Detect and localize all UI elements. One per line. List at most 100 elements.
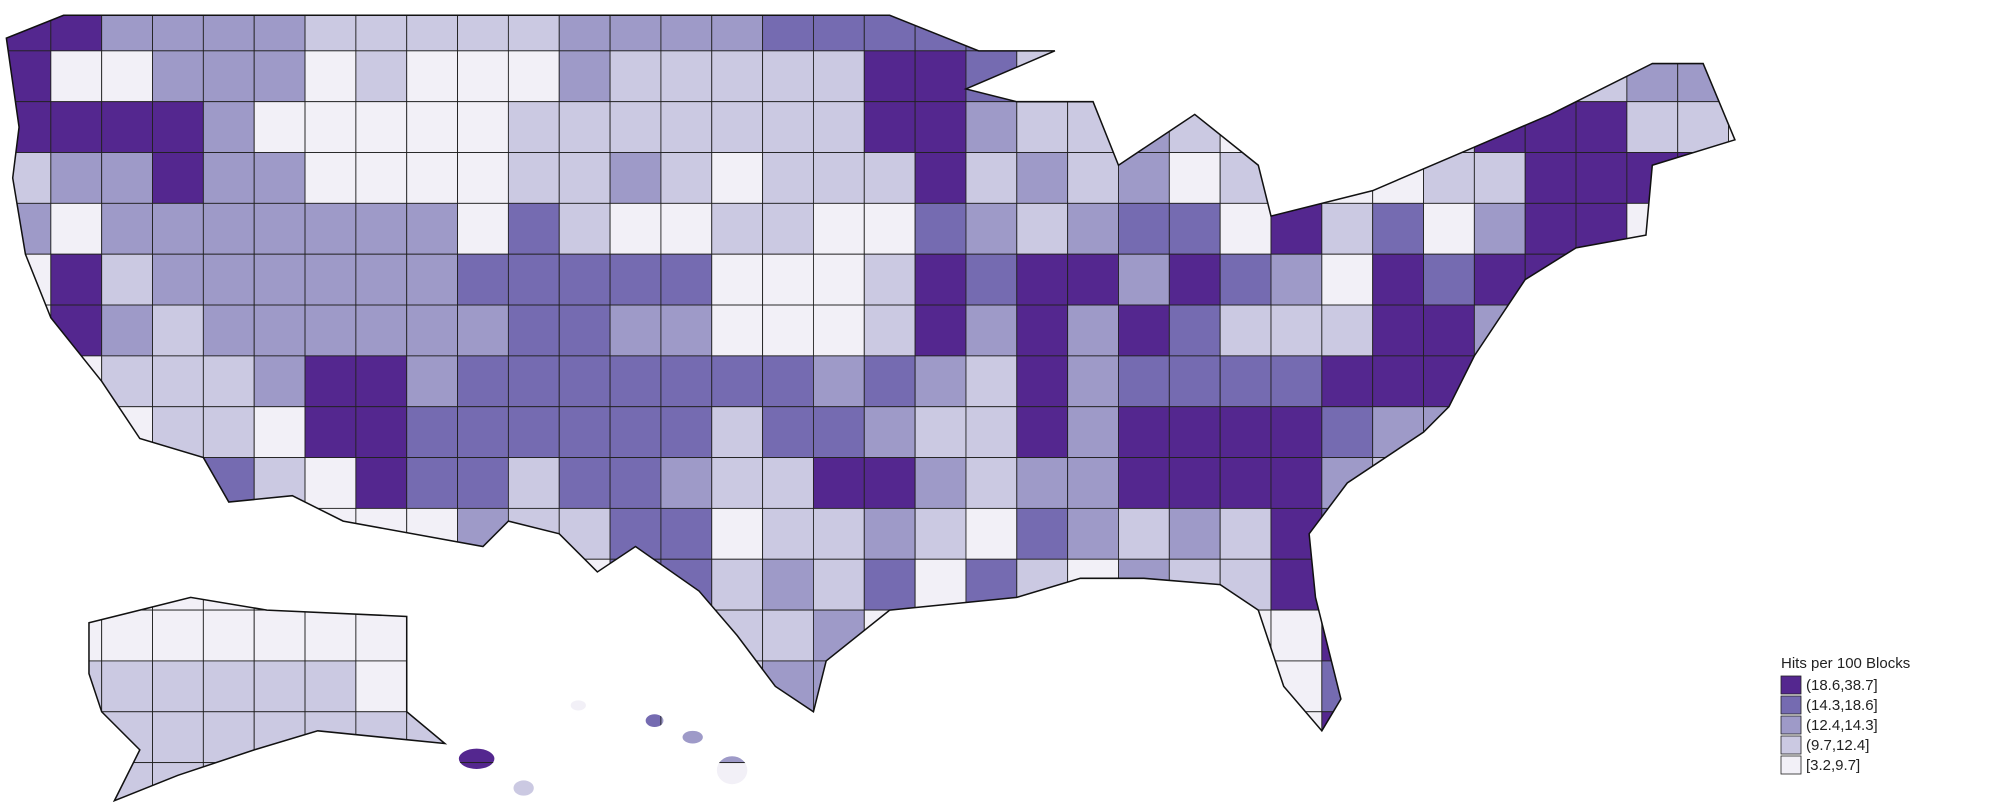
region [1270, 50, 1323, 103]
region [1168, 457, 1221, 509]
region [1677, 711, 1730, 764]
region [406, 660, 459, 713]
region [1524, 558, 1577, 611]
region [1372, 609, 1424, 662]
region [1067, 457, 1119, 509]
region [1067, 609, 1119, 662]
region [507, 101, 560, 153]
region [304, 101, 357, 153]
region [1473, 101, 1526, 153]
region [1626, 304, 1679, 357]
region [1067, 202, 1119, 255]
region [1372, 507, 1424, 560]
region [1423, 15, 1475, 52]
region [355, 507, 408, 560]
region [355, 558, 408, 611]
region [1372, 711, 1424, 764]
region [1575, 660, 1628, 713]
region [965, 507, 1018, 560]
region [355, 457, 408, 509]
region [152, 304, 204, 357]
region [1524, 50, 1577, 103]
region [1219, 202, 1272, 255]
region [406, 609, 459, 662]
legend-swatch [1780, 755, 1802, 775]
region [253, 202, 306, 255]
region [812, 101, 865, 153]
region [812, 152, 865, 204]
region [1473, 202, 1526, 255]
region [762, 202, 814, 255]
region [304, 660, 357, 713]
region [1524, 457, 1577, 509]
region [50, 304, 103, 357]
region [1067, 660, 1119, 713]
region [609, 50, 662, 103]
region [6, 304, 52, 357]
legend: Hits per 100 Blocks (18.6,38.7] (14.3,18.… [1780, 655, 1910, 775]
region [1473, 558, 1526, 611]
region [1677, 355, 1730, 408]
region [558, 152, 611, 204]
region [1118, 762, 1170, 801]
region [1168, 202, 1221, 255]
region [1423, 50, 1475, 103]
region [253, 507, 306, 560]
region [609, 355, 662, 408]
region [1575, 355, 1628, 408]
region [1575, 762, 1628, 801]
region [6, 660, 52, 713]
region [711, 50, 764, 103]
region [762, 304, 814, 357]
region [1016, 507, 1069, 560]
region [1728, 304, 1735, 357]
region [1473, 660, 1526, 713]
region [1423, 507, 1475, 560]
region [1423, 711, 1475, 764]
region [1473, 50, 1526, 103]
region [1626, 660, 1679, 713]
region [253, 50, 306, 103]
region [50, 609, 103, 662]
region [812, 711, 865, 764]
region [1118, 355, 1170, 408]
region [101, 457, 153, 509]
region [914, 457, 967, 509]
region [558, 15, 611, 52]
region [202, 202, 255, 255]
region [253, 355, 306, 408]
region [202, 50, 255, 103]
region [1270, 152, 1323, 204]
region [253, 15, 306, 52]
region [152, 355, 204, 408]
region [457, 406, 509, 459]
region [558, 101, 611, 153]
region [6, 101, 52, 153]
region [1677, 152, 1730, 204]
region [1677, 558, 1730, 611]
region [914, 609, 967, 662]
region [863, 304, 916, 357]
region [711, 15, 764, 52]
region [253, 253, 306, 306]
region [711, 253, 764, 306]
region [1524, 609, 1577, 662]
region [711, 355, 764, 408]
region [101, 355, 153, 408]
region [1423, 152, 1475, 204]
region [406, 152, 459, 204]
region [1270, 457, 1323, 509]
region [711, 558, 764, 611]
region [355, 253, 408, 306]
region [1321, 507, 1374, 560]
region [1626, 558, 1679, 611]
region [762, 660, 814, 713]
region [1219, 304, 1272, 357]
region [1016, 253, 1069, 306]
region [711, 304, 764, 357]
region [253, 101, 306, 153]
region [1626, 50, 1679, 103]
region [609, 507, 662, 560]
region [101, 50, 153, 103]
region [558, 660, 611, 713]
